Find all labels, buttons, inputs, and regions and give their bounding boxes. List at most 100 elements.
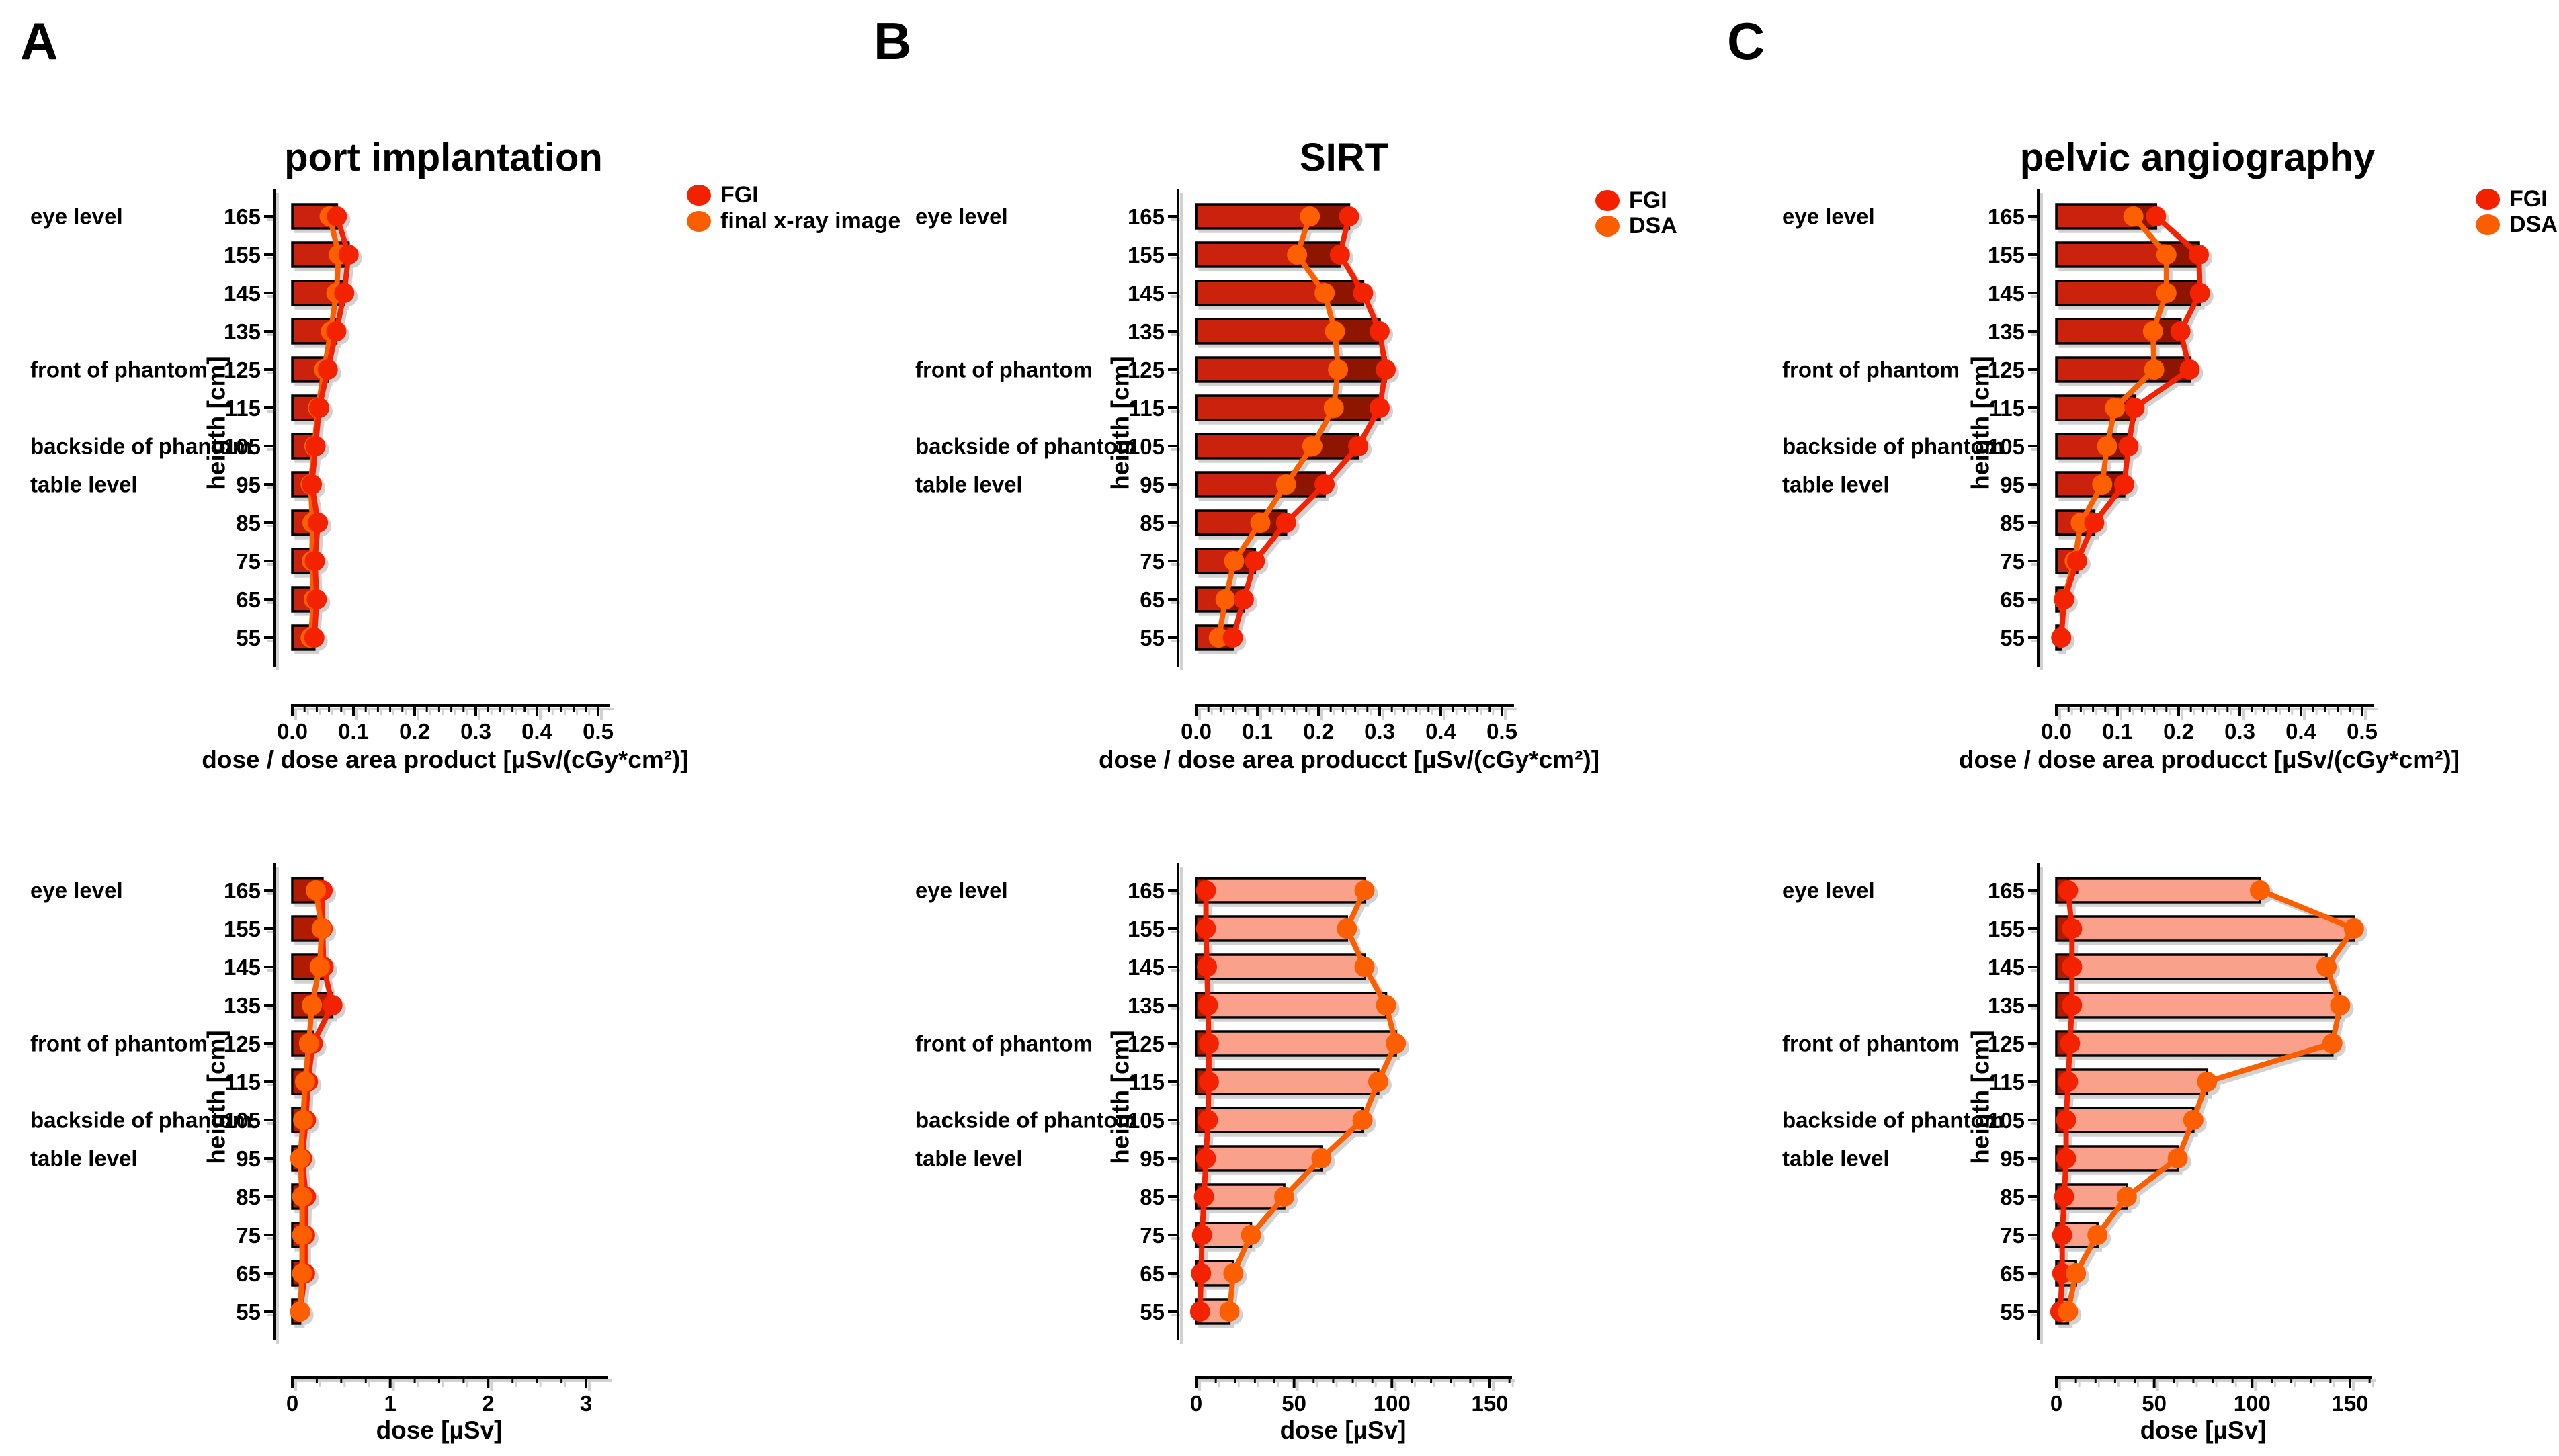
legend-label: final x-ray image — [720, 208, 901, 234]
panel-B-bottom-graphics — [1168, 863, 1512, 1388]
y-tick-label: 85 — [236, 1185, 261, 1209]
dsa-marker — [1368, 1072, 1388, 1092]
dsa-line — [297, 890, 325, 1312]
legend-label: DSA — [2509, 212, 2558, 237]
x-tick-label: 0 — [2050, 1391, 2062, 1416]
bar-overlay-dsa — [1198, 474, 1286, 495]
x-tick-label: 3 — [580, 1391, 592, 1416]
dsa-marker — [292, 1263, 312, 1283]
level-annotation-table-level: table level — [915, 472, 1023, 497]
y-tick-label: 155 — [1128, 916, 1165, 941]
y-tick-label: 135 — [1128, 993, 1165, 1018]
x-tick-label: 0.4 — [2285, 719, 2317, 744]
dsa-marker — [1223, 1263, 1244, 1283]
y-tick-label: 145 — [224, 955, 261, 980]
y-tick-label: 85 — [1140, 511, 1165, 536]
level-annotation-backside-of-phantom: backside of phantom — [915, 433, 1138, 459]
y-tick-label: 105 — [1988, 1108, 2025, 1133]
y-tick-label: 105 — [1128, 434, 1165, 459]
fgi-marker — [304, 628, 325, 648]
x-axis-label: dose / dose area producct [µSv/(cGy*cm²)… — [1958, 746, 2460, 773]
y-tick-label: 75 — [1140, 549, 1165, 574]
y-tick-label: 75 — [1140, 1223, 1165, 1248]
dsa-marker — [1287, 245, 1308, 265]
dsa-marker — [2058, 1301, 2079, 1322]
legend-item-fgi-b: FGI — [1595, 189, 1667, 212]
level-annotation-eye-level: eye level — [30, 877, 123, 903]
legend-item-fgi-c: FGI — [2476, 187, 2548, 210]
x-tick-label: 0.5 — [2347, 719, 2378, 744]
dsa-marker — [2156, 283, 2177, 303]
fgi-marker — [1353, 283, 1374, 303]
y-tick-label: 75 — [236, 1223, 261, 1248]
y-tick-label: 125 — [1988, 1031, 2025, 1056]
fgi-marker-icon — [1595, 189, 1620, 211]
y-tick-label: 115 — [225, 396, 261, 421]
fgi-line — [309, 215, 351, 638]
fgi-marker — [2051, 628, 2072, 648]
bar-overlay-dsa — [1198, 397, 1334, 419]
y-tick-label: 135 — [1128, 319, 1165, 344]
fgi-marker — [1195, 918, 1216, 939]
fgi-marker — [2084, 513, 2105, 533]
x-tick-label: 50 — [1282, 1391, 1306, 1416]
y-tick-label: 135 — [1988, 993, 2025, 1018]
bar-dsa — [2055, 953, 2328, 980]
fgi-marker — [1198, 1110, 1218, 1130]
y-tick-label: 145 — [1988, 955, 2025, 980]
panel-letter-b: B — [874, 11, 912, 71]
dsa-marker — [1337, 918, 1357, 939]
level-annotation-backside-of-phantom: backside of phantom — [915, 1107, 1138, 1133]
x-tick-label: 0.0 — [277, 719, 308, 744]
fgi-marker — [1376, 359, 1396, 380]
chart-title-sirt: SIRT — [1299, 136, 1389, 179]
y-tick-label: 95 — [2000, 1146, 2025, 1171]
fgi-line — [1197, 890, 1212, 1312]
y-tick-label: 145 — [1988, 281, 2025, 306]
x-tick-label: 100 — [1374, 1391, 1411, 1416]
y-tick-label: 165 — [1988, 204, 2025, 229]
bar-dsa — [1195, 992, 1388, 1019]
dsa-marker — [2183, 1110, 2204, 1130]
dsa-marker — [2116, 1187, 2137, 1207]
dsa-line — [2065, 888, 2359, 1312]
dsa-marker — [2142, 321, 2163, 341]
fgi-marker — [302, 474, 323, 495]
fgi-marker — [1189, 1301, 1210, 1322]
fgi-marker — [1370, 398, 1390, 418]
y-tick-label: 65 — [1140, 587, 1165, 612]
legend-item-dsa-c: DSA — [2476, 213, 2558, 236]
x-tick-label: 150 — [2331, 1391, 2368, 1416]
y-tick-label: 165 — [1128, 204, 1165, 229]
x-tick-label: 2 — [482, 1391, 494, 1416]
dsa-marker — [290, 1301, 310, 1322]
panel-A-top-graphics — [264, 189, 610, 716]
x-tick-label: 0 — [1190, 1391, 1202, 1416]
fgi-marker — [2058, 1072, 2079, 1092]
dsa-marker — [1215, 589, 1236, 609]
y-tick-label: 105 — [224, 434, 261, 459]
x-tick-label: 0.3 — [460, 719, 491, 744]
panel-C-bottom-graphics — [2028, 863, 2372, 1388]
level-annotation-table-level: table level — [1782, 1146, 1890, 1171]
y-axis-label: heigth [cm] — [1106, 1030, 1134, 1164]
y-tick-label: 65 — [236, 1261, 261, 1286]
y-tick-label: 65 — [2000, 587, 2025, 612]
y-tick-label: 105 — [224, 1108, 261, 1133]
dsa-marker — [1325, 321, 1345, 341]
y-tick-label: 85 — [2000, 1185, 2025, 1209]
panel-C-top-graphics — [2028, 189, 2374, 716]
dsa-marker — [1219, 1301, 1240, 1322]
fgi-marker — [1198, 995, 1218, 1015]
fgi-marker — [306, 589, 327, 609]
fgi-marker — [2062, 995, 2083, 1015]
y-tick-label: 155 — [224, 916, 261, 941]
panel-A-bottom-graphics — [264, 863, 608, 1388]
fgi-marker — [338, 245, 359, 265]
y-axis-label: heigth [cm] — [1106, 356, 1134, 490]
bar-dsa — [1195, 877, 1366, 904]
dsa-marker — [1352, 1110, 1373, 1130]
dsa-marker — [2156, 245, 2177, 265]
fgi-marker-icon — [2476, 188, 2500, 210]
dsa-marker — [309, 957, 330, 977]
